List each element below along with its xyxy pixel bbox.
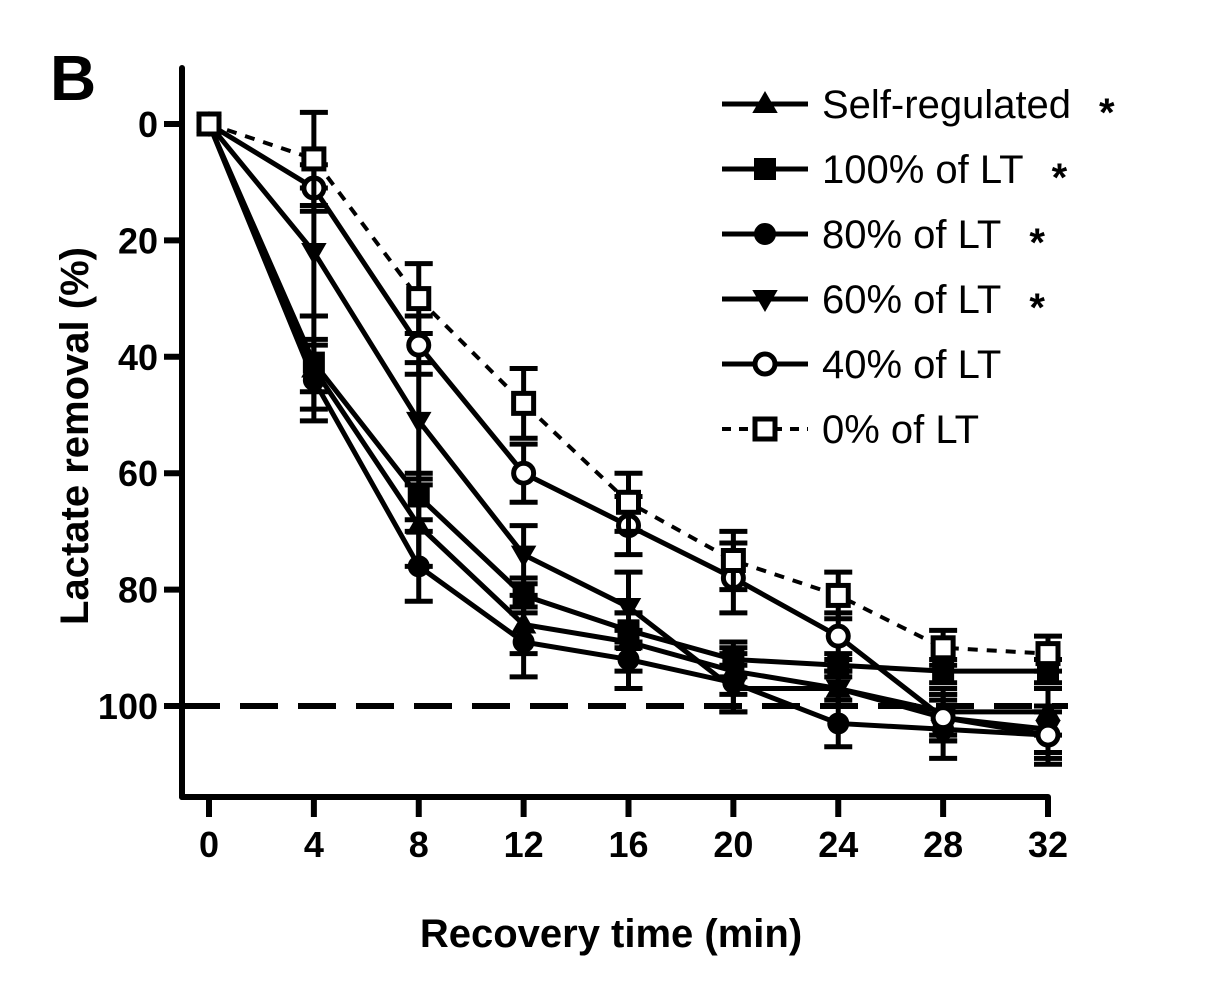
y-axis-title: Lactate removal (%) [53,247,97,625]
data-point [827,712,850,735]
data-point [407,555,430,578]
legend-label: 40% of LT [822,343,1001,387]
legend-entry: 0% of LT [722,408,979,452]
significance-asterisk: * [1099,91,1115,135]
x-tick-label: 16 [608,824,648,865]
data-point [615,598,642,621]
significance-asterisk: * [1029,286,1045,330]
y-tick-label: 100 [98,686,158,727]
y-tick-label: 20 [118,220,158,261]
legend-marker [752,290,778,312]
data-point [302,369,325,392]
legend-entry: 60% of LT * [722,278,1045,330]
legend: Self-regulated *100% of LT *80% of LT *60% … [722,83,1115,452]
y-tick-label: 40 [118,337,158,378]
data-point [825,582,851,608]
legend-marker [752,351,778,377]
data-point [406,411,432,434]
series-0-of-lt [196,109,1062,674]
x-tick-label: 20 [713,824,753,865]
legend-label: Self-regulated [822,83,1071,127]
legend-marker [754,223,776,245]
data-point [512,584,535,607]
legend-marker [752,416,778,442]
data-point [511,460,537,486]
axes: 0 20 40 60 80 100 0 4 8 12 16 20 24 28 32 [98,65,1068,865]
legend-entry: 40% of LT [722,343,1001,387]
data-point [512,630,535,653]
y-tick-label: 60 [118,453,158,494]
legend-entry: Self-regulated * [722,83,1115,135]
significance-asterisk: * [1052,156,1068,200]
x-tick-label: 0 [199,824,219,865]
legend-entry: 80% of LT * [722,213,1045,265]
data-point [720,548,746,573]
legend-label: 100% of LT [822,148,1024,192]
legend-entry: 100% of LT * [722,148,1068,200]
data-point [825,679,851,702]
data-point [301,146,327,172]
x-tick-label: 8 [409,824,429,865]
legend-marker [754,158,776,180]
legend-label: 0% of LT [822,408,979,452]
x-tick-label: 24 [818,824,858,865]
data-point [196,111,222,137]
data-point [930,635,956,661]
legend-marker [752,91,778,113]
data-point [510,545,537,568]
data-point [406,286,432,312]
data-point [1035,722,1061,748]
series-group [196,109,1062,767]
x-tick-label: 28 [923,824,963,865]
legend-label: 60% of LT [822,278,1001,322]
panel-label: B [50,42,96,114]
data-point [511,390,537,416]
data-point [720,679,747,702]
significance-asterisk: * [1029,221,1045,265]
data-point [930,705,956,731]
data-point [617,648,640,671]
x-tick-label: 4 [304,824,324,865]
data-point [1035,641,1061,667]
data-point [301,243,327,266]
legend-label: 80% of LT [822,213,1001,257]
data-point [407,485,430,508]
y-tick-label: 80 [118,570,158,611]
y-tick-label: 0 [138,104,158,145]
x-tick-label: 12 [504,824,544,865]
data-point [616,489,641,515]
data-point [406,332,432,358]
data-point [825,623,851,649]
x-axis-title: Recovery time (min) [420,912,802,956]
x-tick-label: 32 [1028,824,1068,865]
